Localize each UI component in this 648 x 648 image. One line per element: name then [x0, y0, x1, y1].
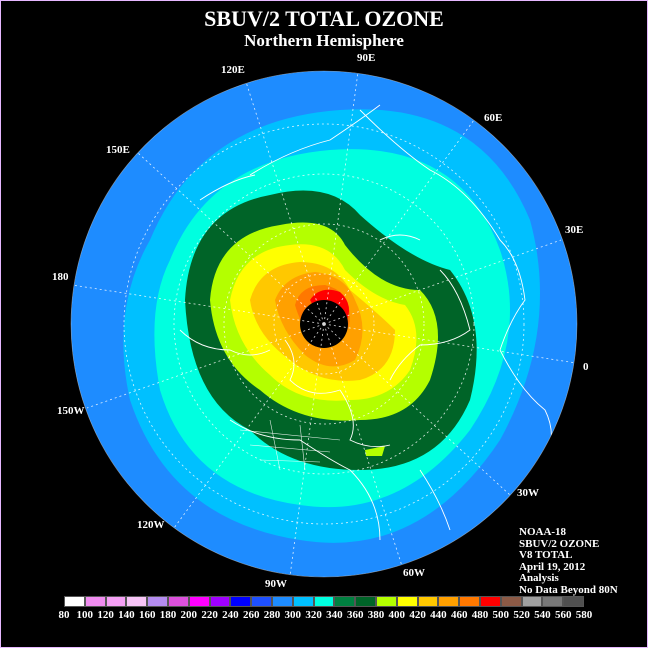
color-scale-tick: 460 — [450, 609, 468, 621]
color-swatch — [64, 596, 85, 607]
map-subtitle: Northern Hemisphere — [244, 31, 404, 50]
color-scale-tick: 240 — [222, 609, 239, 621]
label-150e: 150E — [106, 144, 130, 156]
color-scale-tick: 540 — [534, 609, 551, 621]
color-scale-tick: 480 — [471, 609, 489, 621]
color-swatch — [542, 596, 564, 607]
label-120w: 120W — [137, 519, 165, 531]
color-scale-tick: 140 — [118, 609, 135, 621]
color-scale-tick: 420 — [409, 609, 426, 621]
color-scale-tick: 80 — [58, 609, 70, 621]
label-150w: 150W — [57, 405, 85, 417]
color-scale-tick: 440 — [430, 609, 447, 621]
color-swatch — [188, 596, 210, 607]
color-scale-tick: 220 — [201, 609, 218, 621]
color-swatch — [334, 596, 356, 607]
color-scale-labels: 80 100 120 140 160 180 200 220 240 260 280 300 320 34… — [55, 609, 595, 623]
color-swatch — [292, 596, 314, 607]
graticule — [71, 71, 577, 577]
color-swatch — [271, 596, 293, 607]
map-boundary — [70, 70, 578, 578]
label-120e: 120E — [221, 64, 245, 76]
color-swatch — [313, 596, 335, 607]
color-scale-tick: 340 — [326, 609, 343, 621]
color-swatch — [147, 596, 168, 607]
date: April 19, 2012 — [519, 560, 586, 573]
color-swatch — [459, 596, 480, 607]
color-scale — [64, 596, 584, 607]
color-swatch — [438, 596, 460, 607]
label-0: 0 — [583, 361, 589, 373]
color-scale-tick: 500 — [492, 609, 510, 621]
color-scale-tick: 300 — [284, 609, 302, 621]
color-scale-tick: 580 — [575, 609, 593, 621]
color-scale-tick: 320 — [305, 609, 322, 621]
color-swatch — [396, 596, 418, 607]
label-30w: 30W — [517, 487, 539, 499]
color-scale-tick: 160 — [138, 609, 156, 621]
color-swatch — [417, 596, 439, 607]
color-swatch — [479, 596, 501, 607]
color-swatch — [167, 596, 189, 607]
label-30e: 30E — [565, 224, 583, 236]
label-180: 180 — [52, 271, 69, 283]
color-swatch — [521, 596, 543, 607]
color-swatch — [126, 596, 148, 607]
color-swatch — [209, 596, 231, 607]
color-swatch — [251, 596, 272, 607]
color-swatch — [105, 596, 127, 607]
label-90e: 90E — [357, 52, 375, 64]
color-scale-tick: 400 — [388, 609, 406, 621]
color-swatch — [500, 596, 522, 607]
color-swatch — [230, 596, 252, 607]
version: V8 TOTAL — [519, 549, 573, 561]
color-scale-tick: 280 — [263, 609, 281, 621]
color-scale-tick: 100 — [76, 609, 94, 621]
color-scale-tick: 520 — [513, 609, 530, 621]
product-info: NOAA-18 SBUV/2 OZONE V8 TOTAL April 19, … — [519, 526, 618, 596]
product-name: SBUV/2 OZONE — [519, 537, 600, 550]
label-60w: 60W — [403, 567, 425, 579]
coastlines — [179, 104, 552, 541]
data-note: No Data Beyond 80N — [519, 583, 618, 596]
color-scale-tick: 560 — [554, 609, 572, 621]
color-scale-tick: 360 — [346, 609, 364, 621]
map-title: SBUV/2 TOTAL OZONE — [204, 6, 444, 31]
color-scale-tick: 120 — [97, 609, 114, 621]
color-scale-tick: 380 — [367, 609, 385, 621]
color-swatch — [563, 596, 584, 607]
label-90w: 90W — [265, 578, 287, 590]
color-swatch — [355, 596, 376, 607]
color-scale-tick: 200 — [180, 609, 198, 621]
color-swatch — [375, 596, 397, 607]
color-scale-tick: 260 — [242, 609, 260, 621]
country-borders — [239, 419, 341, 471]
label-60e: 60E — [484, 112, 502, 124]
analysis-type: Analysis — [519, 572, 559, 584]
color-swatch — [84, 596, 106, 607]
color-scale-tick: 180 — [159, 609, 177, 621]
satellite-name: NOAA-18 — [519, 526, 567, 538]
